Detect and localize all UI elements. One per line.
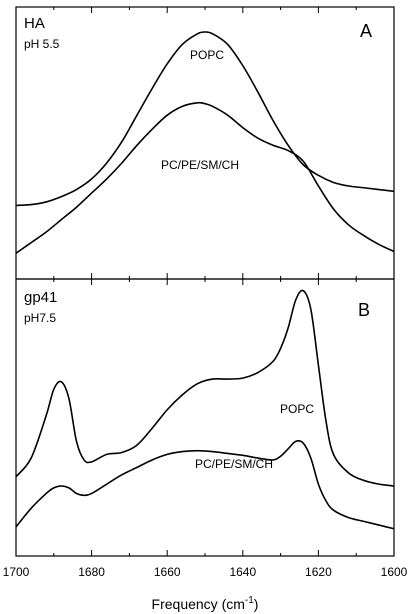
panel-a-title: HA (24, 15, 45, 32)
x-tick-label: 1680 (78, 565, 105, 579)
panel-b-popc-label: POPC (280, 402, 314, 416)
panel-b-pc-pe-sm-ch-curve (15, 440, 395, 530)
panel-b-subtitle: pH7.5 (24, 311, 56, 325)
panel-a-pc-pe-sm-ch-curve (15, 101, 395, 254)
x-axis-label-main: Frequency (cm (152, 596, 245, 612)
x-tick-label: 1620 (305, 565, 332, 579)
panel-a-subtitle: pH 5.5 (24, 37, 60, 51)
panel-a: HA pH 5.5 A POPC PC/PE/SM/CH (15, 6, 395, 280)
x-axis-label: Frequency (cm-1) (152, 595, 259, 612)
x-tick-label: 1640 (229, 565, 256, 579)
panel-a-pc-pe-sm-ch-label: PC/PE/SM/CH (161, 158, 239, 172)
panel-b-title: gp41 (24, 289, 57, 306)
panel-b-popc-curve (15, 289, 395, 487)
panel-b: gp41 pH7.5 B POPC PC/PE/SM/CH (15, 278, 395, 557)
panel-b-pc-pe-sm-ch-label: PC/PE/SM/CH (195, 457, 273, 471)
panel-a-popc-curve (15, 31, 395, 207)
x-tick-label: 1660 (154, 565, 181, 579)
panel-a-letter: A (360, 21, 372, 41)
panel-a-popc-label: POPC (190, 48, 224, 62)
panel-b-letter: B (358, 300, 370, 320)
x-axis-label-superscript: -1 (245, 595, 254, 606)
x-axis-ticks: 1700 1680 1660 1640 1620 1600 (3, 7, 408, 579)
x-tick-label: 1600 (381, 565, 408, 579)
x-tick-label: 1700 (3, 565, 30, 579)
x-axis-label-close: ) (254, 596, 259, 612)
